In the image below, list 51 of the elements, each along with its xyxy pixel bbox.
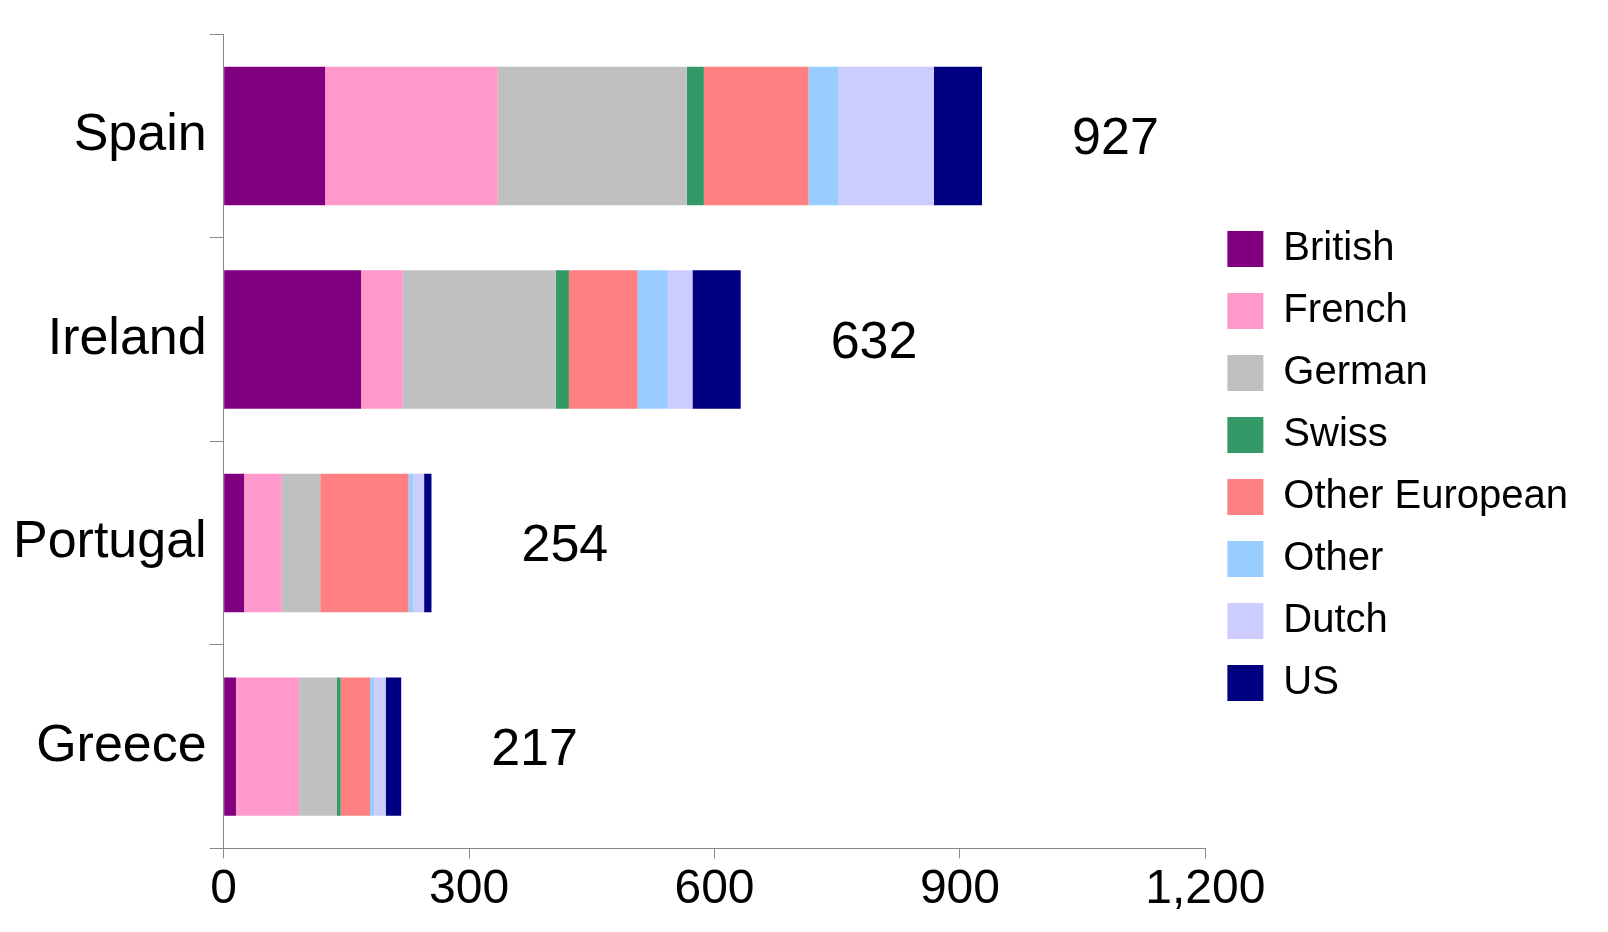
x-tick-label: 300	[429, 860, 510, 914]
bar	[224, 66, 326, 206]
x-tick-label: 900	[919, 860, 1000, 914]
bar	[568, 270, 638, 409]
bar	[555, 270, 569, 409]
legend-label: French	[1283, 286, 1408, 331]
bar	[692, 270, 741, 409]
bar	[224, 677, 236, 816]
bar	[838, 66, 934, 206]
legend-label: German	[1283, 348, 1428, 393]
x-tick-label: 1,200	[1145, 860, 1266, 914]
bar	[637, 270, 668, 409]
bar	[413, 473, 425, 613]
y-tick-label: Ireland	[47, 306, 207, 365]
legend-label: Other European	[1283, 472, 1569, 517]
bar	[374, 677, 386, 816]
legend-label: Swiss	[1283, 410, 1388, 455]
y-tick-label: Spain	[73, 103, 207, 162]
bar	[370, 677, 375, 816]
total-label: 217	[491, 717, 578, 776]
total-label: 254	[521, 514, 609, 573]
bar	[667, 270, 693, 409]
bar	[224, 473, 245, 613]
bar	[235, 677, 299, 816]
total-label: 927	[1072, 107, 1159, 166]
legend-label: Other	[1283, 534, 1384, 579]
bar	[361, 270, 403, 409]
legend-label: Dutch	[1283, 596, 1388, 641]
bar	[402, 270, 556, 409]
bar	[340, 677, 371, 816]
bar	[281, 473, 321, 613]
legend-label: US	[1283, 658, 1339, 703]
bar	[385, 677, 402, 816]
bar	[298, 677, 337, 816]
bar	[325, 66, 498, 206]
bar	[808, 66, 839, 206]
bar	[703, 66, 809, 206]
bar	[933, 66, 983, 206]
total-label: 632	[830, 310, 918, 369]
y-tick-label: Portugal	[12, 510, 207, 569]
bar	[244, 473, 282, 613]
bar	[320, 473, 409, 613]
y-tick-label: Greece	[36, 713, 207, 772]
bar	[424, 473, 432, 613]
bar	[224, 270, 362, 409]
bar	[686, 66, 704, 206]
x-tick-label: 0	[210, 860, 238, 914]
legend-label: British	[1283, 224, 1395, 269]
x-tick-label: 600	[674, 860, 755, 914]
bar	[497, 66, 687, 206]
bar	[336, 677, 341, 816]
